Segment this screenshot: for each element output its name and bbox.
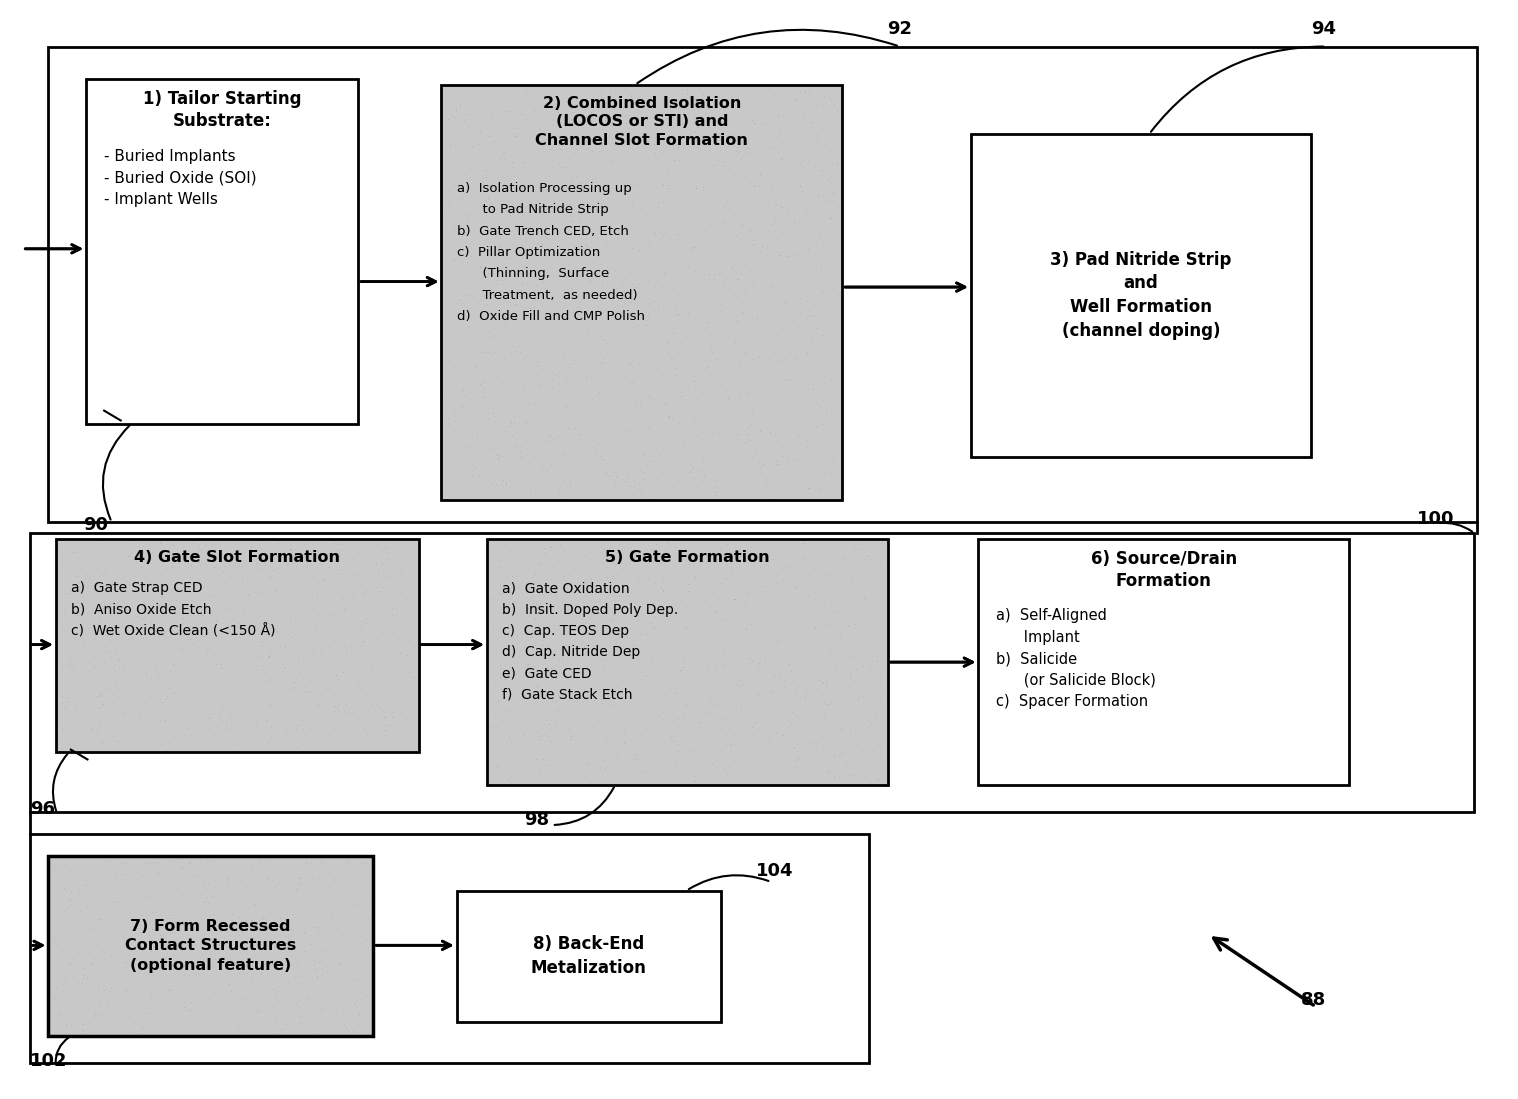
Text: b)  Insit. Doped Poly Dep.: b) Insit. Doped Poly Dep.	[502, 602, 679, 617]
Text: Implant: Implant	[996, 630, 1081, 645]
Text: d)  Oxide Fill and CMP Polish: d) Oxide Fill and CMP Polish	[457, 310, 645, 323]
Bar	[87, 79, 358, 424]
Bar	[49, 856, 373, 1036]
Text: 94: 94	[1312, 20, 1336, 37]
Bar	[978, 539, 1350, 785]
Text: 6) Source/Drain
Formation: 6) Source/Drain Formation	[1090, 550, 1237, 590]
Text: 7) Form Recessed
Contact Structures
(optional feature): 7) Form Recessed Contact Structures (opt…	[124, 919, 296, 974]
Bar	[457, 890, 721, 1022]
Text: a)  Isolation Processing up: a) Isolation Processing up	[457, 182, 631, 195]
Text: 92: 92	[888, 20, 912, 37]
Text: Treatment,  as needed): Treatment, as needed)	[457, 289, 638, 301]
Text: c)  Cap. TEOS Dep: c) Cap. TEOS Dep	[502, 624, 628, 637]
Text: (Thinning,  Surface: (Thinning, Surface	[457, 267, 609, 280]
Text: 1) Tailor Starting
Substrate:: 1) Tailor Starting Substrate:	[143, 90, 302, 131]
Text: - Buried Implants: - Buried Implants	[105, 149, 235, 164]
Text: 100: 100	[1416, 510, 1454, 528]
Text: to Pad Nitride Strip: to Pad Nitride Strip	[457, 203, 609, 217]
Text: f)  Gate Stack Etch: f) Gate Stack Etch	[502, 688, 633, 702]
Text: (or Salicide Block): (or Salicide Block)	[996, 673, 1157, 688]
Bar	[970, 134, 1312, 456]
Text: c)  Pillar Optimization: c) Pillar Optimization	[457, 246, 600, 259]
Text: a)  Self-Aligned: a) Self-Aligned	[996, 609, 1107, 623]
Bar	[442, 85, 842, 500]
Text: 104: 104	[756, 862, 794, 879]
Text: 3) Pad Nitride Strip
and
Well Formation
(channel doping): 3) Pad Nitride Strip and Well Formation …	[1050, 251, 1231, 340]
Bar	[30, 533, 1474, 812]
Text: a)  Gate Strap CED: a) Gate Strap CED	[71, 581, 202, 596]
Text: d)  Cap. Nitride Dep: d) Cap. Nitride Dep	[502, 645, 641, 659]
Bar	[487, 539, 888, 785]
Text: b)  Salicide: b) Salicide	[996, 651, 1078, 666]
Text: c)  Spacer Formation: c) Spacer Formation	[996, 693, 1149, 709]
Text: 98: 98	[525, 811, 550, 830]
Text: - Implant Wells: - Implant Wells	[105, 192, 219, 207]
Text: 8) Back-End
Metalization: 8) Back-End Metalization	[531, 935, 647, 977]
Text: a)  Gate Oxidation: a) Gate Oxidation	[502, 581, 630, 596]
Bar	[56, 539, 419, 752]
Bar	[49, 46, 1477, 522]
Text: 90: 90	[83, 517, 108, 534]
Text: c)  Wet Oxide Clean (<150 Å): c) Wet Oxide Clean (<150 Å)	[71, 624, 275, 639]
Text: - Buried Oxide (SOI): - Buried Oxide (SOI)	[105, 170, 257, 186]
Text: 88: 88	[1301, 990, 1325, 1009]
Bar	[30, 834, 870, 1064]
Text: 2) Combined Isolation
(LOCOS or STI) and
Channel Slot Formation: 2) Combined Isolation (LOCOS or STI) and…	[536, 96, 748, 148]
Text: e)  Gate CED: e) Gate CED	[502, 666, 592, 680]
Text: 102: 102	[30, 1052, 67, 1070]
Text: b)  Gate Trench CED, Etch: b) Gate Trench CED, Etch	[457, 224, 628, 237]
Text: 4) Gate Slot Formation: 4) Gate Slot Formation	[134, 550, 340, 565]
Text: b)  Aniso Oxide Etch: b) Aniso Oxide Etch	[71, 602, 211, 617]
Text: 96: 96	[30, 800, 55, 819]
Text: 5) Gate Formation: 5) Gate Formation	[604, 550, 770, 565]
